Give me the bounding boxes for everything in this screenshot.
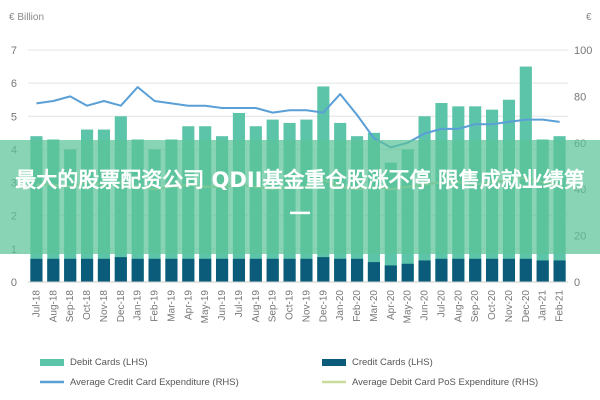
y-left-tick-label: 6 bbox=[11, 78, 17, 90]
x-tick-label: Nov-19 bbox=[301, 290, 312, 323]
x-tick-label: Sep-19 bbox=[268, 290, 279, 323]
x-tick-label: May-20 bbox=[403, 290, 414, 324]
x-tick-label: Feb-19 bbox=[150, 290, 161, 322]
legend: Debit Cards (LHS) Credit Cards (LHS) Avera… bbox=[40, 357, 538, 388]
legend-label: Average Debit Card PoS Expenditure (RHS) bbox=[352, 377, 538, 388]
credit-bar bbox=[114, 257, 127, 282]
x-tick-label: Apr-20 bbox=[386, 290, 397, 320]
x-tick-label: Dec-19 bbox=[318, 290, 329, 323]
y-right-unit-label: € bbox=[586, 12, 592, 23]
credit-bar bbox=[165, 258, 178, 282]
x-tick-label: May-19 bbox=[200, 290, 211, 324]
credit-bar bbox=[97, 258, 111, 282]
credit-expenditure-line bbox=[36, 86, 560, 149]
y-right-tick-label: 0 bbox=[574, 277, 580, 289]
credit-bar bbox=[266, 258, 279, 282]
credit-bar bbox=[435, 258, 448, 282]
headline-banner: 最大的股票配资公司 QDII基金重仓股涨不停 限售成就业绩第一 bbox=[0, 140, 600, 254]
x-tick-label: Jan-21 bbox=[538, 290, 549, 321]
x-tick-label: Feb-21 bbox=[555, 290, 566, 322]
credit-bar bbox=[536, 260, 549, 282]
credit-bar bbox=[384, 265, 397, 282]
x-tick-label: Nov-20 bbox=[504, 290, 515, 323]
x-tick-label: Jun-20 bbox=[420, 290, 431, 321]
x-tick-label: Oct-19 bbox=[285, 290, 296, 320]
y-left-tick-label: 7 bbox=[11, 45, 17, 57]
legend-label: Debit Cards (LHS) bbox=[70, 357, 148, 368]
credit-bar bbox=[418, 260, 431, 282]
x-tick-label: Apr-19 bbox=[183, 290, 194, 320]
credit-bar bbox=[283, 258, 296, 282]
credit-bar bbox=[47, 258, 60, 282]
x-tick-label: Jan-19 bbox=[133, 290, 144, 321]
credit-bars bbox=[30, 257, 566, 282]
credit-bar bbox=[452, 258, 465, 282]
credit-bar bbox=[553, 260, 566, 282]
credit-bar bbox=[334, 258, 347, 282]
x-tick-label: Jul-20 bbox=[436, 290, 447, 318]
x-tick-label: Feb-20 bbox=[352, 290, 363, 322]
x-tick-label: Oct-20 bbox=[487, 290, 498, 320]
y-left-tick-label: 0 bbox=[11, 277, 17, 289]
x-tick-label: Jun-19 bbox=[217, 290, 228, 321]
y-left-tick-label: 5 bbox=[11, 111, 17, 123]
x-tick-label: Aug-19 bbox=[251, 290, 262, 323]
credit-bar bbox=[199, 258, 212, 282]
x-axis: Jul-18 Aug-18 Sep-18 Oct-18 Nov-18 Dec-18 Jan-… bbox=[28, 281, 568, 324]
credit-bar bbox=[401, 263, 414, 282]
x-tick-label: Sep-18 bbox=[65, 290, 76, 323]
y-right-tick-label: 80 bbox=[574, 91, 586, 103]
y-left-unit-label: € Billion bbox=[9, 12, 44, 23]
credit-bar bbox=[64, 258, 77, 282]
x-tick-label: Mar-19 bbox=[166, 290, 177, 322]
credit-bar bbox=[131, 258, 144, 282]
x-tick-label: Jul-18 bbox=[31, 290, 42, 318]
x-tick-label: Dec-20 bbox=[521, 290, 532, 323]
legend-label: Credit Cards (LHS) bbox=[352, 357, 433, 368]
legend-swatch bbox=[40, 359, 64, 366]
credit-bar bbox=[502, 258, 516, 282]
x-tick-label: Aug-20 bbox=[453, 290, 464, 323]
x-tick-label: Dec-18 bbox=[116, 290, 127, 323]
credit-bar bbox=[80, 258, 94, 282]
x-tick-label: Nov-18 bbox=[99, 290, 110, 323]
credit-bar bbox=[367, 262, 381, 282]
credit-bar bbox=[317, 257, 330, 282]
x-tick-label: Aug-18 bbox=[48, 290, 59, 323]
x-tick-label: Mar-20 bbox=[369, 290, 380, 322]
headline-text: 最大的股票配资公司 QDII基金重仓股涨不停 限售成就业绩第一 bbox=[15, 168, 585, 226]
credit-bar bbox=[350, 258, 364, 282]
credit-bar bbox=[30, 258, 43, 282]
credit-bar bbox=[148, 258, 161, 282]
y-right-tick-label: 100 bbox=[574, 45, 592, 57]
legend-swatch bbox=[322, 359, 346, 366]
legend-label: Average Credit Card Expenditure (RHS) bbox=[70, 377, 239, 388]
credit-bar bbox=[249, 258, 262, 282]
credit-bar bbox=[182, 258, 195, 282]
credit-bar bbox=[485, 258, 499, 282]
credit-bar bbox=[215, 258, 229, 282]
credit-bar bbox=[469, 258, 482, 282]
credit-bar bbox=[300, 258, 313, 282]
credit-bar bbox=[519, 258, 532, 282]
x-tick-label: Jul-19 bbox=[234, 290, 245, 318]
x-tick-label: Jan-20 bbox=[335, 290, 346, 321]
x-tick-label: Sep-20 bbox=[470, 290, 481, 323]
credit-bar bbox=[232, 258, 246, 282]
x-tick-label: Oct-18 bbox=[82, 290, 93, 320]
